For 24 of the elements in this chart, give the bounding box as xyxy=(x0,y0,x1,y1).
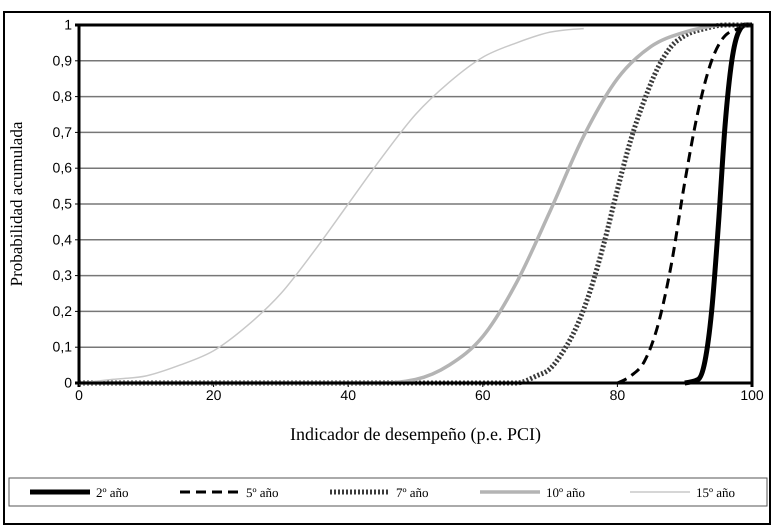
x-tick-label: 80 xyxy=(610,386,626,403)
y-tick-label: 1 xyxy=(64,16,72,32)
y-tick-label: 0,2 xyxy=(52,302,72,319)
legend-label: 10º año xyxy=(546,485,586,500)
x-tick-label: 40 xyxy=(340,386,356,403)
x-tick-label: 100 xyxy=(740,386,764,403)
y-tick-label: 0,8 xyxy=(52,88,72,104)
x-axis-title: Indicador de desempeño (p.e. PCI) xyxy=(290,424,541,444)
y-axis-title: Probabilidad acumulada xyxy=(7,121,26,286)
y-tick-label: 0,9 xyxy=(52,52,72,68)
legend-label: 5º año xyxy=(246,485,279,500)
y-tick-label: 0,7 xyxy=(52,124,72,140)
legend-label: 15º año xyxy=(696,485,736,500)
legend-label: 2º año xyxy=(96,485,129,500)
y-tick-label: 0 xyxy=(64,374,72,390)
x-tick-label: 0 xyxy=(75,386,84,403)
y-tick-label: 0,3 xyxy=(52,267,72,284)
x-tick-label: 20 xyxy=(206,386,222,403)
y-tick-label: 0,1 xyxy=(52,338,72,355)
y-tick-label: 0,5 xyxy=(52,195,72,212)
y-tick-label: 0,4 xyxy=(52,231,72,248)
y-tick-label: 0,6 xyxy=(52,160,72,176)
legend-label: 7º año xyxy=(396,485,429,500)
x-tick-label: 60 xyxy=(475,386,491,403)
